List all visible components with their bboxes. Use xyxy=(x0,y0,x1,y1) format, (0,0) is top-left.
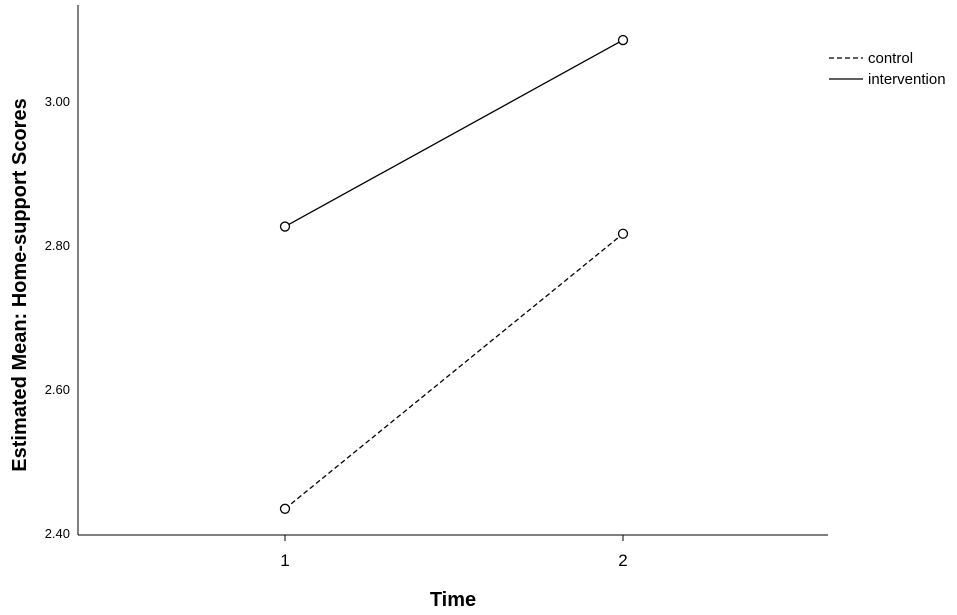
data-point-control-2 xyxy=(617,228,629,239)
series-line-control xyxy=(284,233,624,510)
y-axis-ticks: 2.40 2.60 2.80 3.00 xyxy=(45,94,70,541)
x-tick-label: 2 xyxy=(618,551,627,570)
data-point-intervention-1 xyxy=(279,221,291,232)
data-point-control-1 xyxy=(279,503,291,514)
y-axis-title: Estimated Mean: Home-support Scores xyxy=(9,98,31,471)
y-tick-label: 2.40 xyxy=(45,526,70,541)
y-tick-label: 3.00 xyxy=(45,94,70,109)
data-point-intervention-2 xyxy=(617,34,629,46)
axes xyxy=(77,5,828,536)
legend-label-control: control xyxy=(868,50,913,67)
legend: control intervention xyxy=(829,50,946,88)
y-tick-label: 2.60 xyxy=(45,382,70,397)
y-tick-label: 2.80 xyxy=(45,238,70,253)
series-line-intervention xyxy=(284,39,624,228)
legend-label-intervention: intervention xyxy=(868,71,946,88)
series-layer xyxy=(279,34,629,514)
x-tick-label: 1 xyxy=(280,551,289,570)
x-axis-title: Time xyxy=(430,589,476,610)
